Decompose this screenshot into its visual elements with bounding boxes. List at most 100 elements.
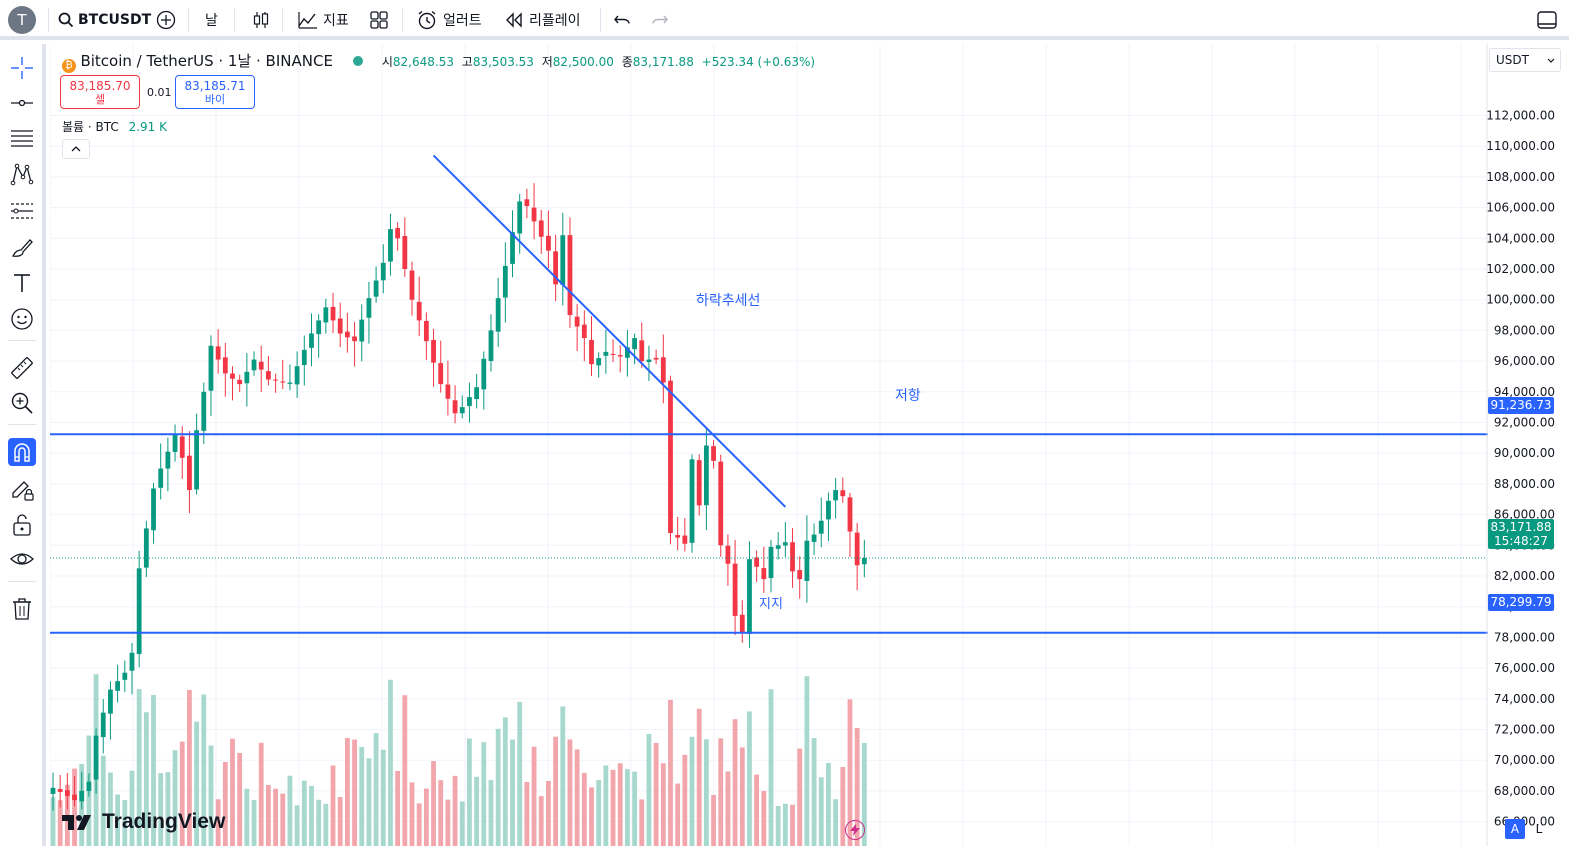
volume-bar <box>754 774 760 846</box>
volume-bar <box>718 738 724 846</box>
log-scale-button[interactable]: L <box>1535 822 1543 836</box>
volume-bar <box>531 746 537 846</box>
price-axis[interactable]: 112,000.00 110,000.00 108,000.00 106,000.00… <box>1486 44 1555 846</box>
candle-body <box>208 345 214 391</box>
price-tick-label: 98,000.00 <box>1494 323 1555 337</box>
volume-bar <box>689 736 695 846</box>
volume-bar <box>632 771 637 846</box>
smiley-icon <box>11 308 33 330</box>
collapse-legend-button[interactable] <box>62 139 90 159</box>
toolbar-divider <box>234 8 235 32</box>
interval-button[interactable]: 날 <box>205 13 218 29</box>
remove-drawings-tool[interactable] <box>8 595 36 623</box>
candle-body <box>309 333 314 348</box>
lock-drawing-tool[interactable] <box>8 476 36 504</box>
fib-tool[interactable] <box>8 124 36 152</box>
change-value: +523.34 (+0.63%) <box>701 55 816 69</box>
magnet-tool[interactable] <box>8 438 36 466</box>
sell-label: 셀 <box>94 93 106 106</box>
volume-bar <box>467 738 472 846</box>
crosshair-icon <box>11 57 33 79</box>
volume-bar <box>818 777 824 846</box>
volume-bar <box>115 794 121 846</box>
lightning-button[interactable] <box>845 820 865 840</box>
chart-type-button[interactable] <box>251 6 271 34</box>
price-tick-label: 110,000.00 <box>1486 139 1555 153</box>
toolbar-divider <box>282 8 283 32</box>
volume-bar <box>194 721 199 846</box>
projection-tool[interactable] <box>8 197 36 225</box>
candle-body <box>409 270 415 300</box>
maximize-button[interactable] <box>1536 6 1558 34</box>
trend-line-tool[interactable] <box>8 89 36 117</box>
indicators-button[interactable]: 지표 <box>297 6 349 34</box>
horizontal-ray-icon <box>11 99 33 107</box>
volume-bar <box>50 797 56 846</box>
buy-button[interactable]: 83,185.71 바이 <box>175 75 255 109</box>
high-value: 83,503.53 <box>472 55 534 69</box>
currency-select[interactable]: USDT <box>1489 48 1561 72</box>
compare-symbol-button[interactable] <box>156 6 176 34</box>
candle-body <box>861 558 867 565</box>
volume-bar <box>366 758 372 846</box>
volume-bar <box>122 800 128 846</box>
volume-bar <box>596 779 602 846</box>
candles-icon <box>253 12 269 28</box>
brush-icon <box>12 239 33 257</box>
lock-all-tool[interactable] <box>8 511 36 539</box>
volume-bar <box>517 701 523 846</box>
price-tick-label: 70,000.00 <box>1494 753 1555 767</box>
volume-bar <box>337 796 343 846</box>
text-tool[interactable] <box>8 269 36 297</box>
symbol-search-button[interactable]: BTCUSDT <box>58 6 151 34</box>
candle-body <box>639 340 645 362</box>
volume-bar <box>625 769 630 846</box>
pattern-tool[interactable] <box>8 160 36 188</box>
price-chart[interactable]: 112,000.00 110,000.00 108,000.00 106,000.00… <box>50 44 1569 846</box>
alert-button[interactable]: 얼러트 <box>416 6 482 34</box>
symbol-title[interactable]: Bitcoin / TetherUS · 1날 · BINANCE <box>80 52 333 70</box>
brush-tool[interactable] <box>8 234 36 262</box>
zoom-tool[interactable] <box>8 389 36 417</box>
volume-bar <box>574 749 580 846</box>
volume-bar <box>553 736 558 846</box>
volume-bar <box>172 750 178 846</box>
indicators-label: 지표 <box>323 13 349 29</box>
position-icon <box>11 203 33 219</box>
volume-bar <box>739 747 745 846</box>
undo-button[interactable] <box>613 6 631 34</box>
volume-bar <box>452 775 458 846</box>
auto-scale-button[interactable]: A <box>1505 819 1525 839</box>
crosshair-tool[interactable] <box>8 54 36 82</box>
lightning-icon <box>850 824 860 836</box>
sell-button[interactable]: 83,185.70 셀 <box>60 75 140 109</box>
redo-button[interactable] <box>651 6 669 34</box>
volume-bar <box>100 755 106 846</box>
volume-bar <box>811 738 817 846</box>
emoji-tool[interactable] <box>8 305 36 333</box>
volume-bar <box>603 765 609 846</box>
candle-body <box>165 451 171 469</box>
volume-bar <box>782 803 788 846</box>
volume-bar <box>359 746 365 846</box>
volume-bar <box>617 763 623 846</box>
volume-bar <box>136 689 142 846</box>
candle-body <box>416 301 422 321</box>
user-avatar[interactable]: T <box>8 6 36 34</box>
candle-body <box>826 500 831 520</box>
candle-body <box>574 316 580 327</box>
candle-body <box>251 359 257 371</box>
tradingview-logo[interactable]: TradingView <box>62 810 225 834</box>
replay-button[interactable]: 리플레이 <box>505 6 581 34</box>
high-label: 고 <box>461 55 473 69</box>
hide-drawings-tool[interactable] <box>8 545 36 573</box>
candle-body <box>732 563 738 616</box>
ruler-tool[interactable] <box>8 354 36 382</box>
volume-bar <box>151 694 156 846</box>
volume-bar <box>388 679 393 846</box>
candle-body <box>711 446 716 461</box>
candle-body <box>768 546 774 579</box>
volume-bar <box>459 801 465 846</box>
volume-bar <box>495 728 501 846</box>
layouts-button[interactable] <box>369 6 389 34</box>
